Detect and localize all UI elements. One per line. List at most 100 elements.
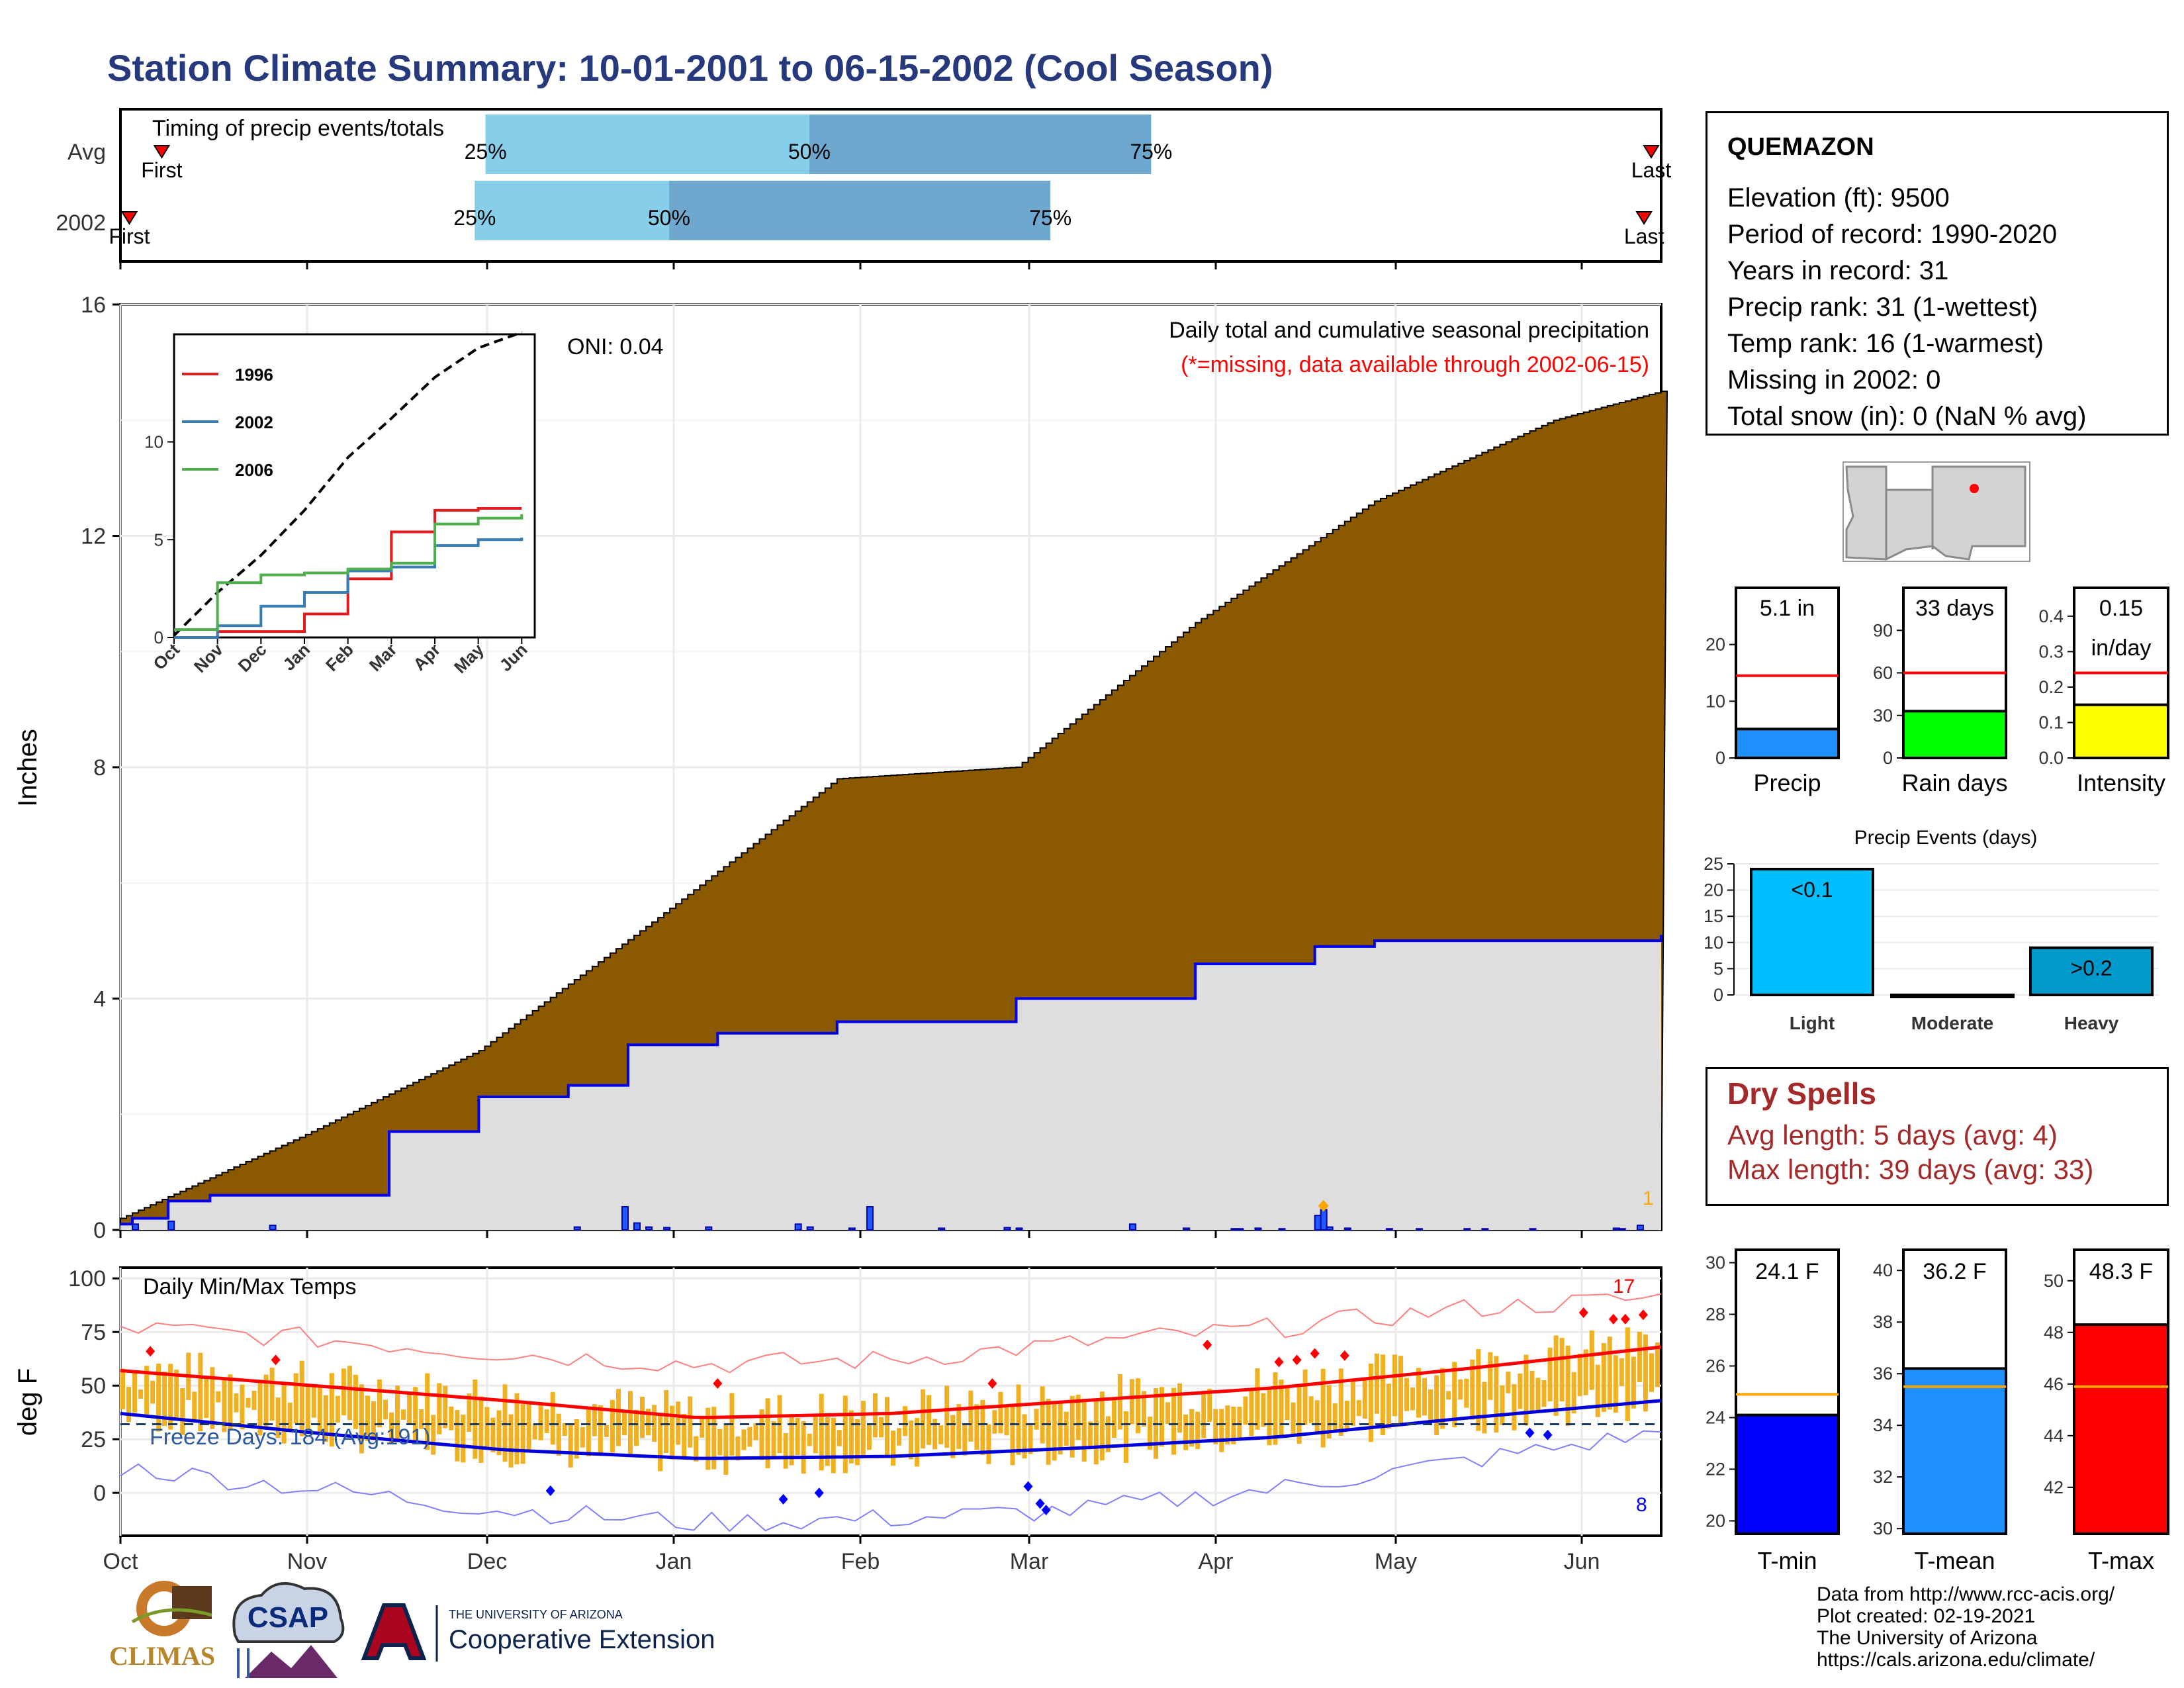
daily-temp-bar <box>401 1409 406 1420</box>
station-missing: Missing in 2002: 0 <box>1727 365 1941 395</box>
tmax-y-tick-label: 46 <box>2044 1374 2064 1394</box>
daily-temp-bar <box>1470 1359 1475 1420</box>
tmean-value-label: 36.2 F <box>1923 1259 1986 1284</box>
daily-temp-bar <box>621 1410 627 1436</box>
freeze-days-label: Freeze Days: 184 (Avg:191) <box>150 1425 431 1450</box>
daily-temp-bar <box>216 1391 221 1403</box>
observed-cumulative-area <box>120 935 1661 1230</box>
daily-temp-bar <box>1362 1380 1367 1419</box>
tmean-y-tick-label: 38 <box>1873 1312 1893 1332</box>
record-low-marker <box>778 1493 788 1505</box>
intensity-label: Intensity <box>2077 769 2165 796</box>
temp-ylabel: deg F <box>13 1368 42 1436</box>
daily-temp-bar <box>974 1404 979 1450</box>
daily-temp-bar <box>299 1360 304 1436</box>
oni-label: ONI: 0.04 <box>567 334 664 359</box>
daily-temp-bar <box>968 1390 974 1442</box>
inset-series-2006 <box>174 514 523 632</box>
daily-temp-bar <box>461 1414 466 1463</box>
daily-temp-bar <box>263 1374 269 1430</box>
daily-temp-bar <box>1069 1395 1075 1458</box>
precip-extreme-count: 1 <box>1643 1188 1654 1209</box>
daily-temp-bar <box>1219 1409 1224 1452</box>
record-high-marker <box>987 1378 997 1389</box>
daily-temp-bar <box>1040 1386 1045 1444</box>
temp-y-tick-label: 25 <box>81 1427 106 1452</box>
daily-temp-bar <box>1273 1372 1278 1445</box>
daily-temp-bar <box>610 1399 615 1453</box>
page-title: Station Climate Summary: 10-01-2001 to 0… <box>107 47 1273 89</box>
daily-temp-bar <box>329 1373 334 1447</box>
daily-temp-bar <box>1559 1338 1565 1401</box>
daily-temp-bar <box>210 1367 215 1429</box>
daily-temp-bar <box>848 1410 854 1464</box>
daily-precip-bar <box>1343 1227 1351 1231</box>
station-precip-rank: Precip rank: 31 (1-wettest) <box>1727 293 2038 322</box>
temp-y-tick-label: 50 <box>81 1374 106 1399</box>
daily-temp-bar <box>1535 1378 1541 1411</box>
events-category-label: Moderate <box>1911 1013 1993 1033</box>
daily-temp-bar <box>950 1415 956 1458</box>
daily-temp-bar <box>508 1414 514 1468</box>
daily-temp-bar <box>897 1428 902 1446</box>
temp-grid: 0 25 50 75 100 <box>68 1266 1661 1544</box>
tmean-label: T-mean <box>1914 1547 1995 1574</box>
daily-temp-bar <box>1601 1342 1606 1412</box>
temp-panel-label: Daily Min/Max Temps <box>143 1274 356 1299</box>
daily-temp-bar <box>1279 1380 1284 1438</box>
daily-temp-bar <box>1261 1393 1266 1427</box>
daily-temp-bar <box>532 1423 537 1440</box>
daily-temp-bar <box>765 1398 770 1469</box>
daily-temp-bar <box>1075 1394 1081 1440</box>
month-label-dec: Dec <box>467 1549 507 1574</box>
events-bar-label: >0.2 <box>2070 957 2112 980</box>
events-y-tick-label: 20 <box>1704 880 1723 900</box>
daily-temp-bar <box>359 1384 364 1454</box>
timing-p50-label: 50% <box>648 206 690 230</box>
daily-temp-bar <box>1177 1383 1183 1433</box>
daily-temp-bar <box>909 1420 914 1460</box>
station-years: Years in record: 31 <box>1727 256 1949 285</box>
tmin-bar <box>1735 1413 1840 1536</box>
timing-bar-q1-0 <box>485 115 809 174</box>
daily-precip-bar <box>1230 1228 1238 1231</box>
daily-temp-bar <box>1589 1331 1594 1390</box>
daily-temp-bar <box>866 1424 872 1450</box>
daily-temp-bar <box>520 1404 525 1464</box>
daily-temp-bar <box>1308 1396 1314 1423</box>
daily-precip-bar <box>1463 1228 1471 1231</box>
daily-temp-bar <box>132 1372 138 1413</box>
daily-temp-bar <box>1099 1391 1105 1461</box>
intensity-value-unit: in/day <box>2091 635 2152 661</box>
record-high-marker <box>1274 1356 1284 1368</box>
daily-temp-bar <box>431 1415 436 1455</box>
daily-precip-bar <box>1278 1228 1286 1231</box>
daily-temp-bar <box>1571 1372 1576 1414</box>
daily-temp-bar <box>1243 1396 1248 1425</box>
daily-temp-bar <box>664 1389 669 1453</box>
daily-precip-bar <box>645 1226 653 1231</box>
precip-y-tick-label: 8 <box>93 755 106 780</box>
dry-spells-avg: Avg length: 5 days (avg: 4) <box>1727 1119 2058 1150</box>
daily-temp-bar <box>658 1415 663 1472</box>
daily-temp-bar <box>783 1432 788 1469</box>
timing-p25-label: 25% <box>453 206 496 230</box>
precip-annotation-title: Daily total and cumulative seasonal prec… <box>1169 318 1649 343</box>
daily-temp-bar <box>347 1366 352 1421</box>
daily-temp-bar <box>747 1427 752 1447</box>
daily-temp-bar <box>837 1430 842 1446</box>
inset-legend-label: 1996 <box>235 365 273 385</box>
daily-temp-bar <box>1440 1368 1445 1429</box>
dry-spells-max: Max length: 39 days (avg: 33) <box>1727 1154 2094 1185</box>
temp-y-tick-label: 0 <box>93 1481 106 1506</box>
daily-temp-bar <box>1093 1399 1099 1465</box>
daily-temp-bar <box>842 1395 848 1474</box>
record-low-marker <box>1543 1429 1553 1440</box>
month-label-mar: Mar <box>1010 1549 1049 1574</box>
daily-temp-bar <box>1285 1386 1290 1421</box>
daily-temp-bar <box>407 1392 412 1425</box>
record-high-marker <box>713 1378 723 1389</box>
daily-precip-bar <box>621 1206 629 1231</box>
tmin-label: T-min <box>1758 1547 1817 1574</box>
raindays-bar <box>1902 710 2007 759</box>
